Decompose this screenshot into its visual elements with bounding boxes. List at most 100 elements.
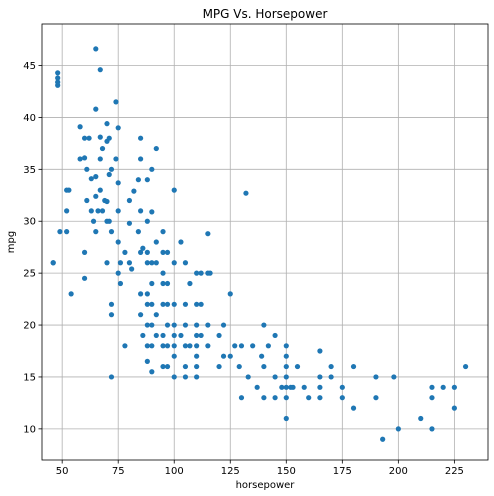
scatter-point: [149, 260, 155, 266]
scatter-point: [108, 312, 115, 318]
scatter-point: [198, 301, 204, 307]
scatter-point: [265, 343, 271, 349]
scatter-point: [350, 405, 357, 411]
scatter-point: [138, 156, 144, 162]
scatter-point: [164, 301, 171, 307]
scatter-point: [149, 280, 155, 287]
scatter-point: [106, 171, 112, 178]
scatter-point: [216, 363, 222, 370]
scatter-point: [279, 384, 285, 390]
scatter-point: [113, 99, 119, 105]
scatter-point: [290, 384, 296, 390]
scatter-point: [451, 384, 457, 390]
scatter-point: [77, 124, 83, 130]
scatter-point: [171, 374, 177, 380]
x-tick-label: 200: [389, 466, 408, 477]
scatter-point: [440, 384, 446, 390]
scatter-point: [153, 239, 159, 245]
scatter-point: [88, 208, 94, 214]
scatter-point: [95, 208, 101, 214]
scatter-point: [380, 436, 386, 442]
scatter-point: [194, 332, 200, 339]
scatter-point: [306, 395, 312, 401]
scatter-point: [429, 426, 435, 432]
scatter-point: [328, 374, 334, 380]
scatter-point: [350, 363, 357, 370]
scatter-point: [220, 353, 227, 359]
scatter-point: [153, 332, 159, 339]
scatter-point: [164, 280, 171, 287]
scatter-point: [64, 208, 70, 214]
scatter-point: [171, 353, 177, 359]
scatter-point: [182, 374, 189, 380]
scatter-point: [301, 384, 307, 390]
scatter-point: [243, 190, 249, 196]
scatter-point: [178, 239, 184, 245]
scatter-point: [216, 332, 222, 339]
scatter-point: [108, 374, 115, 380]
scatter-point: [194, 363, 200, 370]
scatter-point: [106, 218, 112, 224]
scatter-point: [272, 332, 278, 339]
scatter-point: [144, 358, 150, 364]
scatter-point: [418, 415, 424, 422]
scatter-point: [115, 125, 121, 131]
scatter-point: [194, 270, 200, 276]
scatter-point: [236, 363, 242, 370]
scatter-point: [182, 322, 189, 328]
scatter-point: [93, 46, 99, 52]
scatter-point: [261, 322, 267, 328]
scatter-point: [160, 363, 166, 370]
scatter-point: [126, 220, 133, 226]
scatter-point: [86, 135, 92, 141]
scatter-point: [373, 374, 379, 380]
scatter-point: [84, 197, 90, 204]
scatter-point: [272, 395, 278, 401]
scatter-point: [57, 229, 63, 235]
scatter-point: [106, 135, 112, 141]
scatter-point: [171, 343, 177, 349]
scatter-point: [84, 166, 90, 172]
scatter-point: [93, 174, 99, 180]
scatter-point: [97, 156, 103, 162]
scatter-point: [77, 156, 83, 162]
scatter-point: [144, 218, 150, 224]
scatter-point: [171, 332, 177, 339]
scatter-point: [205, 322, 211, 328]
scatter-point: [283, 363, 289, 370]
scatter-point: [144, 322, 150, 328]
x-axis-label: horsepower: [236, 480, 296, 491]
scatter-point: [194, 343, 200, 349]
scatter-point: [144, 343, 150, 349]
scatter-point: [238, 343, 245, 349]
scatter-point: [250, 343, 256, 349]
scatter-point: [198, 332, 204, 339]
scatter-point: [117, 280, 124, 287]
x-tick-label: 100: [165, 466, 184, 477]
y-tick-label: 15: [23, 372, 36, 383]
scatter-point: [317, 384, 323, 390]
scatter-point: [144, 291, 150, 297]
scatter-point: [117, 260, 124, 266]
scatter-point: [99, 145, 106, 152]
scatter-point: [429, 384, 435, 390]
scatter-point: [317, 395, 323, 401]
scatter-point: [149, 166, 155, 172]
scatter-point: [160, 270, 166, 276]
scatter-point: [50, 260, 56, 266]
scatter-point: [194, 301, 200, 307]
x-tick-label: 75: [112, 466, 125, 477]
scatter-point: [283, 374, 289, 380]
y-tick-label: 20: [23, 321, 36, 332]
scatter-point: [135, 229, 141, 235]
scatter-point: [178, 332, 184, 339]
scatter-point: [104, 198, 110, 205]
scatter-point: [104, 121, 110, 127]
scatter-point: [283, 395, 289, 401]
scatter-point: [149, 343, 155, 349]
grid-lines: [42, 24, 488, 460]
scatter-point: [126, 260, 133, 266]
scatter-point: [55, 75, 61, 81]
scatter-point: [153, 260, 159, 266]
x-tick-label: 225: [445, 466, 464, 477]
